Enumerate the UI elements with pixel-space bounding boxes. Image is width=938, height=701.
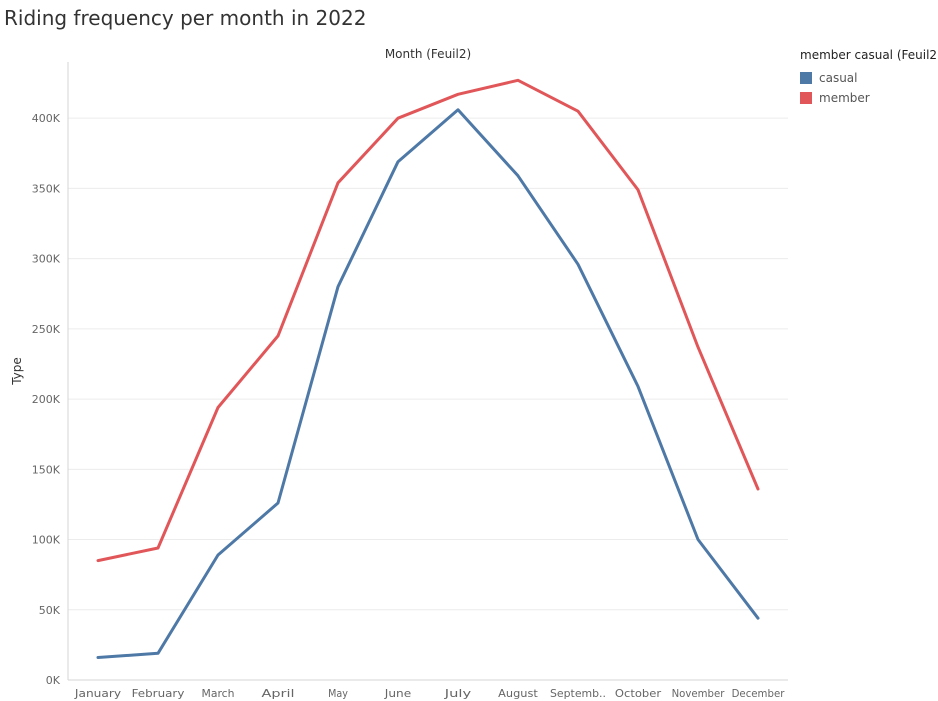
column-header: Month (Feuil2) (385, 47, 471, 61)
legend: member casual (Feuil2) casual member (800, 48, 938, 108)
data-point-member[interactable] (752, 483, 764, 495)
y-tick-label: 250K (32, 323, 61, 336)
y-tick-label: 200K (32, 393, 61, 406)
data-point-casual[interactable] (92, 652, 104, 664)
legend-swatch-member (800, 92, 812, 104)
legend-swatch-casual (800, 72, 812, 84)
data-point-member[interactable] (572, 105, 584, 117)
data-point-casual[interactable] (152, 647, 164, 659)
data-point-member[interactable] (92, 555, 104, 567)
y-tick-label: 100K (32, 534, 61, 547)
chart-title: Riding frequency per month in 2022 (4, 6, 367, 30)
data-point-casual[interactable] (392, 156, 404, 168)
data-point-member[interactable] (392, 112, 404, 124)
x-tick-label: July (443, 687, 471, 700)
x-tick-label: October (615, 687, 662, 700)
y-axis-label: Type (10, 357, 24, 386)
data-point-member[interactable] (212, 402, 224, 414)
data-point-casual[interactable] (272, 497, 284, 509)
x-tick-label: December (732, 687, 785, 700)
gridlines (68, 117, 788, 611)
data-point-member[interactable] (272, 330, 284, 342)
data-point-casual[interactable] (452, 104, 464, 116)
x-tick-label: November (672, 687, 725, 700)
data-point-member[interactable] (332, 177, 344, 189)
data-point-casual[interactable] (212, 549, 224, 561)
y-tick-label: 300K (32, 253, 61, 266)
data-point-casual[interactable] (632, 380, 644, 392)
x-tick-label: April (262, 687, 295, 700)
series-line-casual[interactable] (96, 108, 760, 659)
legend-item-member[interactable]: member (800, 88, 938, 108)
x-tick-labels: January February March April May June July Augu… (74, 687, 785, 700)
legend-label: member (819, 91, 870, 105)
data-point-casual[interactable] (692, 534, 704, 546)
y-tick-label: 350K (32, 182, 61, 195)
y-tick-labels: 0K 50K 100K 150K 200K 250K 300K 350K 400K (32, 112, 61, 687)
data-point-member[interactable] (632, 184, 644, 196)
y-tick-label: 400K (32, 112, 61, 125)
y-tick-label: 50K (39, 604, 61, 617)
legend-label: casual (819, 71, 858, 85)
data-point-member[interactable] (692, 341, 704, 353)
x-tick-label: March (202, 687, 235, 700)
series-line-member[interactable] (96, 78, 760, 563)
data-point-member[interactable] (152, 542, 164, 554)
x-tick-label: January (74, 687, 122, 700)
x-tick-label: Septemb.. (550, 687, 606, 700)
data-point-casual[interactable] (332, 281, 344, 293)
x-tick-label: June (384, 687, 412, 700)
legend-title: member casual (Feuil2) (800, 48, 938, 62)
data-point-member[interactable] (452, 88, 464, 100)
x-tick-label: August (498, 687, 538, 700)
data-point-casual[interactable] (512, 170, 524, 182)
series-lines (92, 74, 764, 664)
data-point-casual[interactable] (572, 258, 584, 270)
y-tick-label: 0K (46, 674, 61, 687)
legend-item-casual[interactable]: casual (800, 68, 938, 88)
x-tick-label: May (328, 687, 348, 700)
data-point-member[interactable] (512, 74, 524, 86)
x-tick-label: February (132, 687, 185, 700)
data-point-casual[interactable] (752, 612, 764, 624)
y-tick-label: 150K (32, 463, 61, 476)
